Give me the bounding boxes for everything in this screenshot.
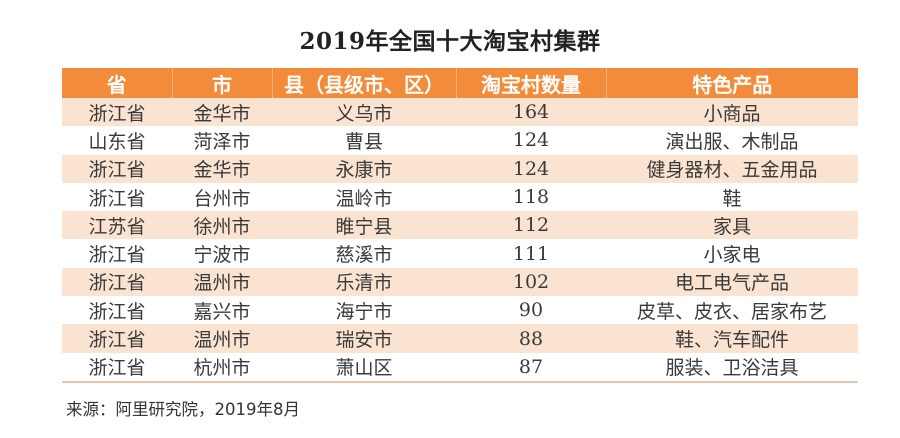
table-title: 2019年全国十大淘宝村集群 <box>299 28 601 55</box>
cell-province: 浙江省 <box>62 267 172 297</box>
cell-city: 金华市 <box>172 98 272 127</box>
cell-province: 江苏省 <box>62 211 172 240</box>
cell-products: 家具 <box>606 211 858 240</box>
table-row: 浙江省 宁波市 慈溪市 111 小家电 <box>62 239 858 268</box>
table-header-row: 省 市 县（县级市、区） 淘宝村数量 特色产品 <box>62 68 858 98</box>
cell-village-count: 88 <box>456 324 606 353</box>
cell-village-count: 124 <box>456 126 606 155</box>
cell-products: 健身器材、五金用品 <box>606 154 858 183</box>
cell-products: 鞋 <box>606 182 858 212</box>
cell-province: 浙江省 <box>62 352 172 381</box>
header-county: 县（县级市、区） <box>272 68 457 98</box>
cell-city: 宁波市 <box>172 239 272 268</box>
cell-county: 海宁市 <box>272 296 456 325</box>
table-row: 浙江省 金华市 义乌市 164 小商品 <box>62 98 858 127</box>
taobao-village-table: 省 市 县（县级市、区） 淘宝村数量 特色产品 浙江省 金华市 义乌市 164 … <box>62 68 858 381</box>
table-row: 江苏省 徐州市 睢宁县 112 家具 <box>62 211 858 240</box>
header-village-count: 淘宝村数量 <box>456 68 607 98</box>
table-row: 浙江省 温州市 乐清市 102 电工电气产品 <box>62 267 858 297</box>
cell-county: 乐清市 <box>272 267 456 297</box>
cell-county: 萧山区 <box>272 352 456 381</box>
cell-products: 演出服、木制品 <box>606 126 858 155</box>
taobao-village-table-container: 省 市 县（县级市、区） 淘宝村数量 特色产品 浙江省 金华市 义乌市 164 … <box>62 68 858 383</box>
cell-province: 浙江省 <box>62 324 172 353</box>
header-province: 省 <box>62 68 173 98</box>
table-row: 浙江省 温州市 瑞安市 88 鞋、汽车配件 <box>62 324 858 353</box>
cell-products: 电工电气产品 <box>606 267 858 297</box>
cell-village-count: 124 <box>456 154 606 183</box>
table-row: 山东省 菏泽市 曹县 124 演出服、木制品 <box>62 126 858 155</box>
cell-city: 金华市 <box>172 154 272 183</box>
table-row: 浙江省 嘉兴市 海宁市 90 皮草、皮衣、居家布艺 <box>62 296 858 325</box>
cell-village-count: 87 <box>456 352 606 381</box>
cell-county: 瑞安市 <box>272 324 456 353</box>
cell-products: 服装、卫浴洁具 <box>606 352 858 381</box>
cell-village-count: 112 <box>456 211 606 240</box>
cell-village-count: 118 <box>456 182 606 212</box>
cell-products: 鞋、汽车配件 <box>606 324 858 353</box>
cell-county: 温岭市 <box>272 182 456 212</box>
cell-province: 浙江省 <box>62 239 172 268</box>
table-body: 浙江省 金华市 义乌市 164 小商品 山东省 菏泽市 曹县 124 演出服、木… <box>62 98 858 381</box>
cell-city: 菏泽市 <box>172 126 272 155</box>
header-city: 市 <box>172 68 273 98</box>
cell-village-count: 111 <box>456 239 606 268</box>
cell-city: 杭州市 <box>172 352 272 381</box>
cell-village-count: 90 <box>456 296 606 325</box>
cell-city: 徐州市 <box>172 211 272 240</box>
cell-province: 浙江省 <box>62 154 172 183</box>
source-note: 来源：阿里研究院，2019年8月 <box>66 400 300 419</box>
cell-province: 浙江省 <box>62 182 172 212</box>
table-row: 浙江省 台州市 温岭市 118 鞋 <box>62 182 858 212</box>
cell-county: 睢宁县 <box>272 211 456 240</box>
cell-products: 皮草、皮衣、居家布艺 <box>606 296 858 325</box>
cell-village-count: 102 <box>456 267 606 297</box>
cell-city: 温州市 <box>172 267 272 297</box>
cell-county: 永康市 <box>272 154 456 183</box>
cell-products: 小商品 <box>606 98 858 127</box>
cell-city: 嘉兴市 <box>172 296 272 325</box>
cell-province: 浙江省 <box>62 98 172 127</box>
cell-province: 浙江省 <box>62 296 172 325</box>
table-row: 浙江省 金华市 永康市 124 健身器材、五金用品 <box>62 154 858 183</box>
table-bottom-rule <box>62 380 858 383</box>
cell-county: 慈溪市 <box>272 239 456 268</box>
cell-products: 小家电 <box>606 239 858 268</box>
cell-city: 温州市 <box>172 324 272 353</box>
table-row: 浙江省 杭州市 萧山区 87 服装、卫浴洁具 <box>62 352 858 381</box>
cell-county: 义乌市 <box>272 98 456 127</box>
cell-city: 台州市 <box>172 182 272 212</box>
cell-province: 山东省 <box>62 126 172 155</box>
header-products: 特色产品 <box>606 68 858 98</box>
cell-village-count: 164 <box>456 98 606 127</box>
cell-county: 曹县 <box>272 126 456 155</box>
